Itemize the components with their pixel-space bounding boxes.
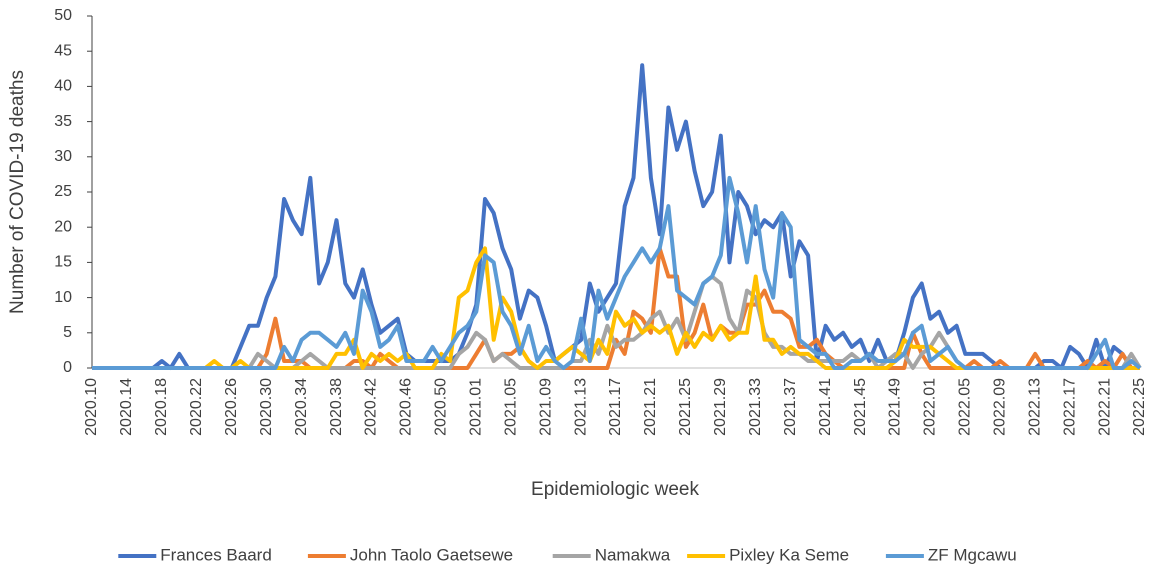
legend-label: Frances Baard xyxy=(160,545,271,564)
x-tick-label: 2022.05 xyxy=(957,378,974,436)
x-tick-label: 2020.26 xyxy=(223,378,240,436)
y-tick-label: 35 xyxy=(54,113,72,130)
x-tick-label: 2022.13 xyxy=(1026,378,1043,436)
x-tick-label: 2021.17 xyxy=(607,378,624,436)
x-tick-label: 2020.18 xyxy=(153,378,170,436)
series-line xyxy=(92,63,1140,370)
x-tick-label: 2021.09 xyxy=(537,378,554,436)
x-tick-label: 2021.33 xyxy=(747,378,764,436)
x-axis-title: Epidemiologic week xyxy=(531,479,699,500)
x-tick-label: 2022.25 xyxy=(1131,378,1148,436)
x-tick-label: 2021.41 xyxy=(817,378,834,436)
legend-label: John Taolo Gaetsewe xyxy=(350,545,513,564)
legend-label: Pixley Ka Seme xyxy=(729,545,849,564)
x-tick-label: 2022.01 xyxy=(922,378,939,436)
x-tick-label: 2020.10 xyxy=(83,378,100,436)
x-tick-label: 2020.38 xyxy=(328,378,345,436)
y-tick-label: 0 xyxy=(63,359,72,376)
legend-label: ZF Mgcawu xyxy=(928,545,1017,564)
y-tick-label: 30 xyxy=(54,148,72,165)
y-tick-label: 45 xyxy=(54,42,72,59)
x-tick-label: 2021.29 xyxy=(712,378,729,436)
y-tick-label: 40 xyxy=(54,78,72,95)
x-tick-label: 2022.21 xyxy=(1096,378,1113,436)
x-tick-label: 2021.45 xyxy=(852,378,869,436)
x-tick-label: 2022.17 xyxy=(1061,378,1078,436)
x-tick-label: 2020.22 xyxy=(188,378,205,436)
x-tick-label: 2021.21 xyxy=(642,378,659,436)
x-tick-label: 2020.50 xyxy=(433,378,450,436)
y-tick-label: 20 xyxy=(54,218,72,235)
x-tick-label: 2020.42 xyxy=(363,378,380,436)
x-tick-label: 2022.09 xyxy=(991,378,1008,436)
y-axis-title: Number of COVID-19 deaths xyxy=(7,70,28,314)
x-tick-label: 2020.14 xyxy=(118,378,135,436)
y-tick-label: 50 xyxy=(54,7,72,24)
x-tick-label: 2021.25 xyxy=(677,378,694,436)
x-tick-label: 2021.13 xyxy=(572,378,589,436)
x-tick-label: 2021.49 xyxy=(887,378,904,436)
series-line xyxy=(92,175,1142,370)
legend-label: Namakwa xyxy=(595,545,671,564)
x-tick-label: 2021.37 xyxy=(782,378,799,436)
x-tick-label: 2021.01 xyxy=(467,378,484,436)
y-tick-label: 25 xyxy=(54,183,72,200)
x-tick-label: 2020.34 xyxy=(293,378,310,436)
y-tick-label: 5 xyxy=(63,324,72,341)
x-tick-label: 2020.46 xyxy=(398,378,415,436)
x-tick-label: 2021.05 xyxy=(502,378,519,436)
y-tick-label: 10 xyxy=(54,289,72,306)
x-tick-label: 2020.30 xyxy=(258,378,275,436)
y-tick-label: 15 xyxy=(54,254,72,271)
